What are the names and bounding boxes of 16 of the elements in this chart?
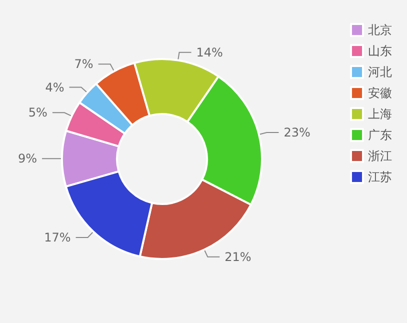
data-label: 9% bbox=[18, 152, 37, 166]
data-label: 21% bbox=[224, 250, 252, 264]
legend-label: 上海 bbox=[368, 107, 392, 121]
legend-label: 北京 bbox=[368, 23, 392, 37]
data-label: 17% bbox=[44, 230, 71, 244]
data-label: 4% bbox=[45, 80, 64, 94]
legend-label: 山东 bbox=[368, 44, 392, 58]
legend-label: 安徽 bbox=[368, 86, 392, 100]
data-label: 5% bbox=[28, 106, 48, 120]
legend-label: 河北 bbox=[368, 65, 392, 79]
legend-label: 江苏 bbox=[368, 170, 392, 184]
data-label: 14% bbox=[196, 45, 223, 60]
data-label: 7% bbox=[74, 57, 94, 72]
legend-label: 广东 bbox=[368, 128, 392, 142]
legend-label: 浙江 bbox=[368, 149, 392, 163]
data-label: 23% bbox=[284, 126, 310, 140]
